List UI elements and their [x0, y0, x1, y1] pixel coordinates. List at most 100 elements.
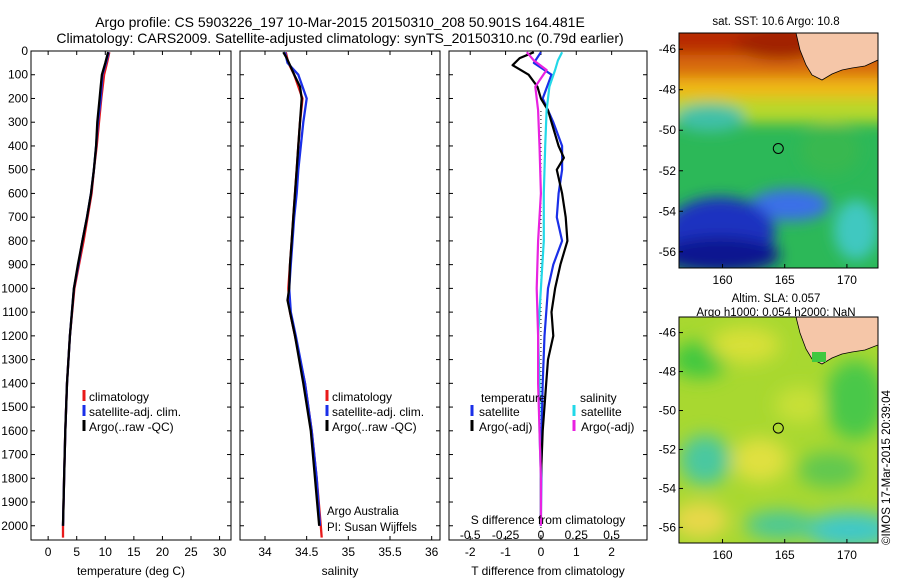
- depth-tick-label: 1800: [1, 471, 28, 485]
- figure-title-line1: Argo profile: CS 5903226_197 10-Mar-2015…: [95, 14, 585, 30]
- s-difference-tick-label: 0.25: [565, 528, 589, 542]
- sal-x-tick-label: 35.5: [378, 545, 402, 559]
- s-difference-tick-label: -0.5: [460, 528, 481, 542]
- sla-map-lat-label: -48: [659, 365, 677, 379]
- depth-tick-label: 600: [8, 186, 28, 200]
- sla-map-lat-label: -52: [659, 442, 677, 456]
- sst-map-title: sat. SST: 10.6 Argo: 10.8: [712, 16, 839, 28]
- depth-tick-label: 100: [8, 68, 28, 82]
- temp-x-tick-label: 20: [156, 545, 170, 559]
- legend-temperature-title: temperature: [481, 391, 546, 405]
- diff-x-tick-label: 2: [608, 545, 615, 559]
- temp-x-tick-label: 5: [73, 545, 80, 559]
- temp-x-tick-label: 15: [127, 545, 141, 559]
- diff-x-tick-label: -2: [465, 545, 476, 559]
- sst-map-lat-label: -46: [659, 42, 677, 56]
- depth-tick-label: 900: [8, 258, 28, 272]
- sal-x-tick-label: 34.5: [295, 545, 319, 559]
- depth-tick-label: 1600: [1, 424, 28, 438]
- sal-x-tick-label: 36: [425, 545, 439, 559]
- depth-tick-label: 1900: [1, 495, 28, 509]
- principal-investigator-credit: PI: Susan Wijffels: [327, 522, 417, 534]
- depth-tick-label: 500: [8, 163, 28, 177]
- depth-tick-label: 300: [8, 115, 28, 129]
- temp-plot-frame: [30, 50, 232, 541]
- sla-map-argo-location-marker: [772, 422, 784, 434]
- depth-tick-label: 200: [8, 91, 28, 105]
- s-difference-tick-label: 0.5: [603, 528, 620, 542]
- depth-tick-label: 0: [21, 44, 28, 58]
- s-difference-tick-label: 0: [538, 528, 545, 542]
- diff-x-tick-label: -1: [500, 545, 511, 559]
- sst-map-lat-label: -54: [659, 204, 677, 218]
- imos-credit: ©IMOS 17-Mar-2015 20:39:04: [881, 390, 893, 545]
- sal-x-tick-label: 35: [342, 545, 356, 559]
- depth-tick-label: 1100: [2, 305, 28, 319]
- sal-x-tick-label: 34: [258, 545, 272, 559]
- sst-map: 160 165 170 -46 -48 -50 -52 -54 -56: [659, 32, 879, 287]
- sst-map-lon-label: 165: [775, 273, 795, 287]
- depth-tick-label: 1700: [1, 448, 28, 462]
- s-difference-axis-label: S difference from climatology: [471, 513, 626, 527]
- depth-tick-label: 700: [8, 210, 28, 224]
- sal-plot-frame: [239, 50, 441, 541]
- sal-series-line-2: [282, 51, 321, 526]
- sla-map-lat-label: -54: [659, 481, 677, 495]
- depth-tick-label: 1300: [1, 353, 28, 367]
- depth-tick-label: 800: [8, 234, 28, 248]
- sla-map-title-line1: Altim. SLA: 0.057: [732, 293, 821, 305]
- temp-legend-label: climatology: [89, 390, 149, 404]
- temperature-profile-panel: 0100200300400500600700800900100011001200…: [1, 44, 232, 559]
- sal-legend-label: Argo(..raw -QC): [332, 420, 417, 434]
- argo-australia-credit: Argo Australia: [327, 506, 399, 518]
- temp-series-line-2: [61, 51, 110, 526]
- sla-map-lat-label: -46: [659, 326, 677, 340]
- temp-x-tick-label: 25: [184, 545, 198, 559]
- temp-x-tick-label: 0: [45, 545, 52, 559]
- sst-map-lat-label: -50: [659, 123, 677, 137]
- temp-x-tick-label: 30: [213, 545, 227, 559]
- temp-x-tick-label: 10: [99, 545, 113, 559]
- depth-tick-label: 2000: [1, 519, 28, 533]
- diff-legend-label: satellite: [581, 405, 622, 419]
- sst-map-lon-label: 170: [837, 273, 857, 287]
- salinity-profile-panel: 34 34.5 35 35.5 36 climatologysatellite-adj. …: [239, 50, 441, 559]
- diff-legend-label: satellite: [479, 405, 520, 419]
- sst-map-lat-label: -56: [659, 245, 677, 259]
- depth-tick-label: 1400: [1, 376, 28, 390]
- temp-legend-label: satellite-adj. clim.: [89, 405, 181, 419]
- diff-legend-label: Argo(-adj): [479, 420, 532, 434]
- sst-map-lat-label: -52: [659, 164, 677, 178]
- t-difference-axis-label: T difference from climatology: [471, 564, 625, 578]
- temp-legend-label: Argo(..raw -QC): [89, 420, 174, 434]
- diff-x-tick-label: 1: [573, 545, 580, 559]
- diff-series-line-1: [511, 51, 569, 526]
- temperature-axis-label: temperature (deg C): [77, 564, 185, 578]
- sla-map-lon-label: 170: [837, 548, 857, 562]
- sla-map-lon-label: 165: [775, 548, 795, 562]
- depth-tick-label: 400: [8, 139, 28, 153]
- figure-title-line2: Climatology: CARS2009. Satellite-adjuste…: [56, 30, 623, 46]
- sst-map-lat-label: -48: [659, 83, 677, 97]
- diff-x-tick-label: 0: [538, 545, 545, 559]
- legend-salinity-title: salinity: [580, 391, 617, 405]
- sal-legend-label: satellite-adj. clim.: [332, 405, 424, 419]
- diff-series-line-3: [525, 51, 548, 526]
- depth-tick-label: 1000: [1, 281, 28, 295]
- sla-map: 160 165 170 -46 -48 -50 -52 -54 -56: [659, 316, 879, 562]
- diff-series-line-0: [532, 51, 564, 526]
- sla-map-lon-label: 160: [713, 548, 733, 562]
- diff-legend-label: Argo(-adj): [581, 420, 634, 434]
- sla-map-title-line2: Argo h1000: 0.054 h2000: NaN: [696, 307, 855, 319]
- sla-map-lat-label: -50: [659, 404, 677, 418]
- depth-tick-label: 1200: [1, 329, 28, 343]
- sst-map-lon-label: 160: [713, 273, 733, 287]
- difference-profile-panel: -2 -1 0 1 2-0.5 -0.25 0 0.25 0.5satelliteArgo(-a…: [448, 50, 648, 559]
- depth-tick-label: 1500: [1, 400, 28, 414]
- sst-map-argo-location-marker: [772, 143, 784, 154]
- salinity-axis-label: salinity: [322, 564, 359, 578]
- sla-map-lat-label: -56: [659, 520, 677, 534]
- s-difference-tick-label: -0.25: [492, 528, 520, 542]
- sal-legend-label: climatology: [332, 390, 392, 404]
